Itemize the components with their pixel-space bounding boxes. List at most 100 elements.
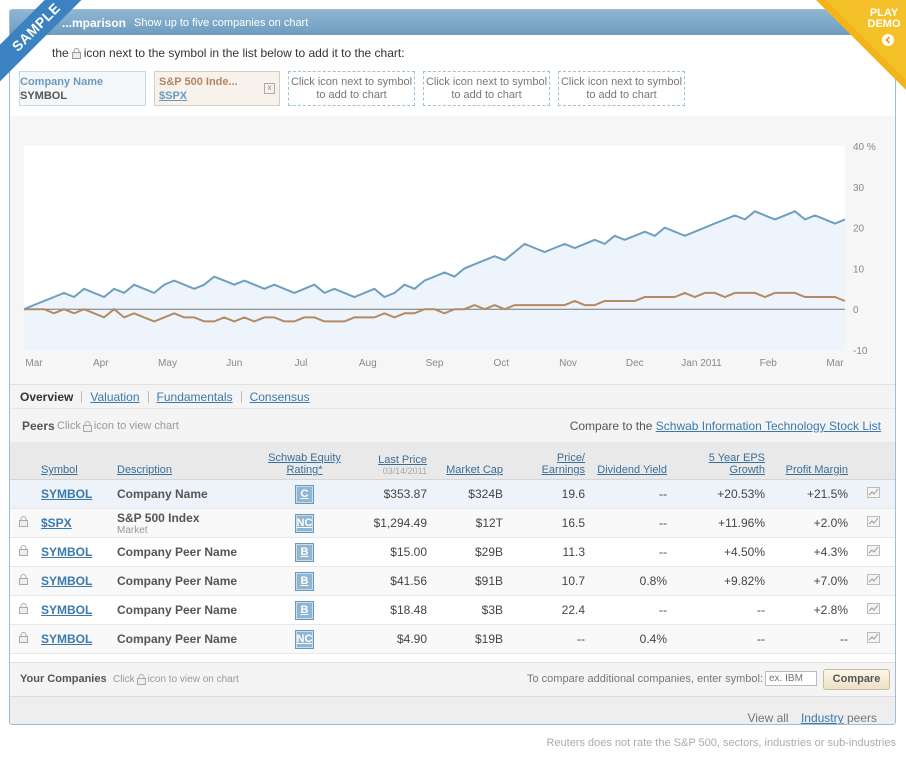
col-rating[interactable]: Schwab Equity Rating* [259, 442, 350, 480]
table-row: SYMBOL Company Peer Name NC $4.90 $19B -- 0.4%… [10, 624, 895, 654]
remove-spx-button[interactable]: x [264, 83, 275, 94]
row-rating-badge[interactable]: B [295, 571, 314, 591]
row-symbol-link[interactable]: SYMBOL [41, 603, 93, 617]
row-eps-growth: -- [671, 624, 769, 654]
table-row: SYMBOL Company Peer Name B $41.56 $91B 10.7 0.… [10, 566, 895, 596]
demo-label: DEMO [868, 18, 901, 30]
row-symbol-link[interactable]: SYMBOL [41, 632, 93, 646]
add-to-chart-icon [71, 47, 81, 59]
x-tick-label: Feb [760, 358, 778, 369]
row-dividend-yield: -- [589, 537, 671, 567]
tab-overview[interactable]: Overview [20, 390, 74, 404]
compare-button[interactable]: Compare [823, 669, 890, 690]
series-line-1 [23, 210, 846, 311]
view-chart-icon[interactable] [852, 566, 895, 596]
view-chart-icon[interactable] [852, 537, 895, 567]
row-symbol-link[interactable]: SYMBOL [41, 574, 93, 588]
row-market-cap: $19B [431, 624, 507, 654]
symbol-input[interactable] [765, 671, 817, 686]
y-tick-label: 40 % [853, 142, 876, 153]
col-market-cap[interactable]: Market Cap [431, 442, 507, 480]
table-header: Symbol Description Schwab Equity Rating*… [10, 442, 895, 480]
row-symbol-link[interactable]: $SPX [41, 516, 72, 530]
row-description: Company Peer Name [117, 632, 238, 646]
row-rating-badge[interactable]: NC [295, 513, 314, 533]
row-eps-growth: +4.50% [671, 537, 769, 567]
tab-valuation[interactable]: Valuation [81, 391, 147, 403]
add-to-chart-icon[interactable] [19, 574, 28, 585]
view-all-text: View all Industry peers [747, 704, 886, 725]
series-area [24, 211, 845, 350]
row-rating-badge[interactable]: B [295, 600, 314, 620]
row-symbol-link[interactable]: SYMBOL [41, 487, 93, 501]
panel-title: ...mparison [62, 15, 127, 30]
row-dividend-yield: -- [589, 595, 671, 625]
x-tick-label: Mar [25, 358, 43, 369]
chart-add-icon [82, 420, 92, 432]
tab-consensus[interactable]: Consensus [240, 391, 318, 403]
x-tick-label: Oct [493, 358, 509, 369]
row-profit-margin: -- [769, 624, 852, 654]
row-profit-margin: +2.8% [769, 595, 852, 625]
row-last-price: $18.48 [350, 595, 431, 625]
x-tick-label: Jan 2011 [681, 358, 722, 369]
view-tabs: Overview Valuation Fundamentals Consensu… [10, 384, 895, 409]
slot-empty-3: Click icon next to symbol to add to char… [558, 71, 685, 106]
col-dividend-yield[interactable]: Dividend Yield [589, 442, 671, 480]
tab-fundamentals[interactable]: Fundamentals [147, 391, 241, 403]
peers-label: Peers [22, 419, 55, 433]
instruction-text: the icon next to the symbol in the list … [52, 46, 405, 60]
view-chart-icon[interactable] [852, 479, 895, 509]
your-hint-suffix: icon to view on chart [147, 674, 239, 685]
instruction-suffix: icon next to the symbol in the list belo… [83, 46, 405, 60]
view-chart-icon[interactable] [852, 508, 895, 538]
peers-hint: Click icon to view chart [57, 420, 179, 432]
view-chart-icon[interactable] [852, 595, 895, 625]
col-last-price[interactable]: Last Price 03/14/2011 [350, 442, 431, 480]
row-rating-badge[interactable]: C [295, 484, 314, 504]
industry-link[interactable]: Industry [800, 711, 844, 725]
row-last-price: $15.00 [350, 537, 431, 567]
y-tick-label: 10 [853, 264, 865, 275]
col-pe[interactable]: Price/ Earnings [507, 442, 589, 480]
row-description: Company Name [117, 487, 208, 501]
play-demo-ribbon[interactable]: PLAY DEMO [816, 0, 906, 90]
add-to-chart-icon[interactable] [19, 603, 28, 614]
slot-empty-2: Click icon next to symbol to add to char… [423, 71, 550, 106]
col-description[interactable]: Description [113, 442, 259, 480]
view-chart-icon[interactable] [852, 624, 895, 654]
col-eps-growth[interactable]: 5 Year EPS Growth [671, 442, 769, 480]
row-pe: 11.3 [507, 537, 589, 567]
row-rating-badge[interactable]: NC [295, 629, 314, 649]
row-pe: 10.7 [507, 566, 589, 596]
row-pe: -- [507, 624, 589, 654]
add-to-chart-icon[interactable] [19, 545, 28, 556]
row-rating-badge[interactable]: B [295, 542, 314, 562]
table-row: SYMBOL Company Peer Name B $15.00 $29B 11.3 --… [10, 537, 895, 567]
col-profit-margin[interactable]: Profit Margin [769, 442, 852, 480]
enter-symbol-label: To compare additional companies, enter s… [527, 673, 764, 685]
compare-prefix: Compare to the [569, 419, 653, 433]
row-pe: 19.6 [507, 479, 589, 509]
row-description: Company Peer Name [117, 603, 238, 617]
table-row: $SPX S&P 500 Index Market NC $1,294.49 $12T 16… [10, 508, 895, 538]
slot-company-symbol: SYMBOL [20, 90, 68, 102]
your-companies-label: Your Companies [20, 673, 107, 685]
peers-table: Symbol Description Schwab Equity Rating*… [10, 442, 895, 654]
row-last-price: $353.87 [350, 479, 431, 509]
slot-spx-symbol-link[interactable]: $SPX [159, 90, 188, 102]
x-tick-label: Sep [426, 358, 444, 369]
add-to-chart-icon[interactable] [19, 632, 28, 643]
slot-current-company: Company Name SYMBOL [19, 71, 146, 106]
add-to-chart-icon[interactable] [19, 516, 28, 527]
title-bar: ...mparison Show up to five companies on… [10, 10, 895, 35]
row-symbol-link[interactable]: SYMBOL [41, 545, 93, 559]
y-tick-label: 0 [853, 305, 859, 316]
x-tick-label: Jul [295, 358, 308, 369]
col-symbol[interactable]: Symbol [37, 442, 113, 480]
row-market-cap: $324B [431, 479, 507, 509]
stock-list-link[interactable]: Schwab Information Technology Stock List [655, 419, 881, 433]
series-line-2 [24, 291, 846, 323]
row-eps-growth: +20.53% [671, 479, 769, 509]
row-dividend-yield: -- [589, 508, 671, 538]
